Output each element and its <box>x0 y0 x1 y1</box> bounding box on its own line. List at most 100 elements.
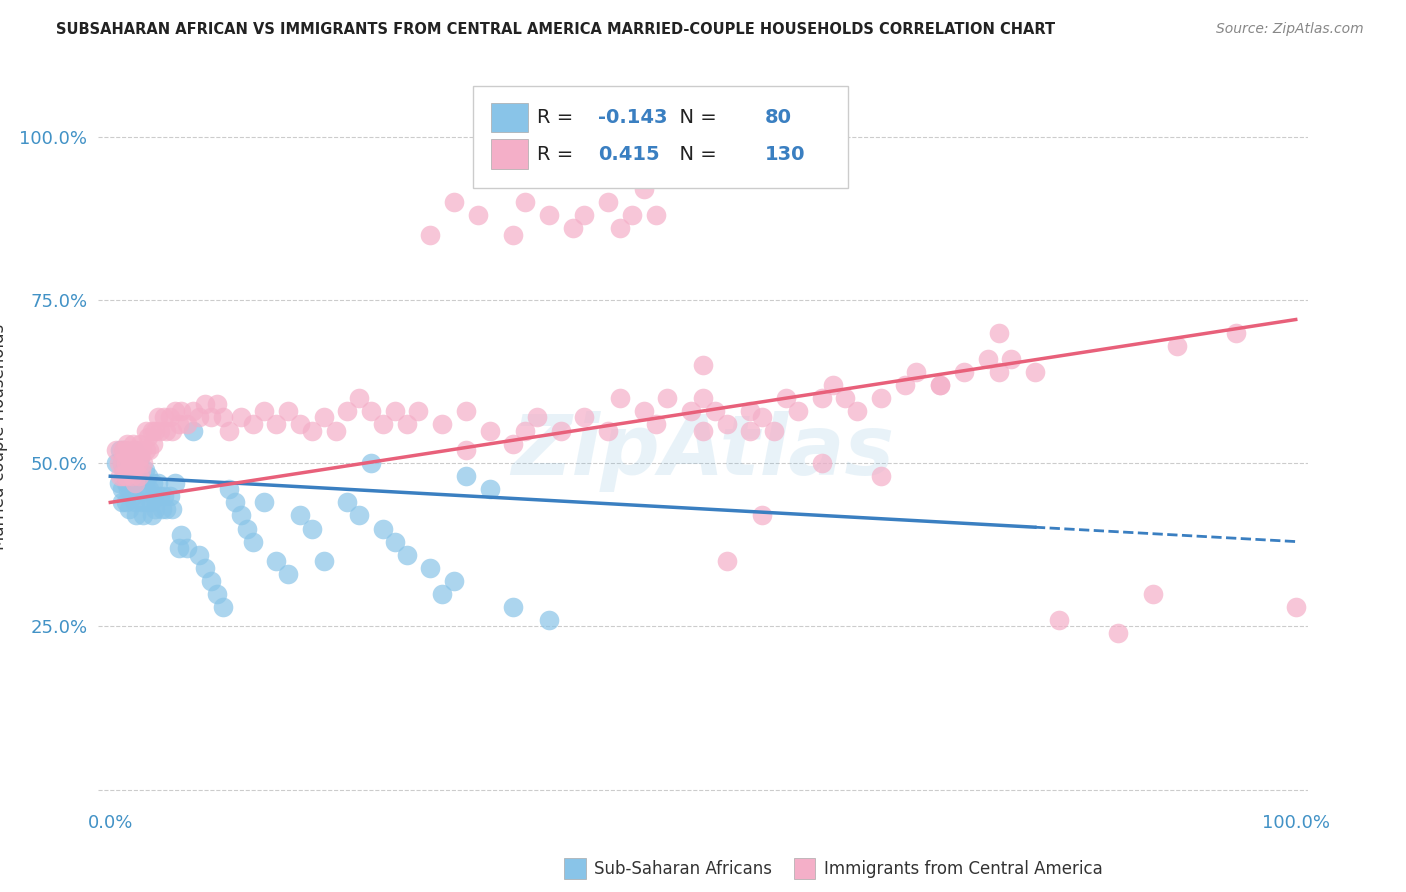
Point <box>159 410 181 425</box>
Point <box>218 424 240 438</box>
Point <box>301 521 323 535</box>
Point <box>105 443 128 458</box>
Point <box>128 469 150 483</box>
Point <box>129 450 152 464</box>
Text: N =: N = <box>666 145 723 163</box>
Point <box>384 534 406 549</box>
Text: 80: 80 <box>765 108 792 127</box>
Point <box>763 424 786 438</box>
Point <box>644 417 666 431</box>
Point <box>360 456 382 470</box>
Point <box>205 397 228 411</box>
Text: -0.143: -0.143 <box>598 108 668 127</box>
Point <box>121 469 143 483</box>
Point <box>114 463 136 477</box>
Point <box>128 469 150 483</box>
Point <box>212 599 235 614</box>
Point <box>194 560 217 574</box>
Point <box>347 508 370 523</box>
Point <box>598 424 620 438</box>
Point <box>200 410 222 425</box>
Point <box>574 410 596 425</box>
Point <box>152 410 174 425</box>
Point <box>167 541 190 555</box>
Point <box>716 417 738 431</box>
Point <box>115 450 138 464</box>
Point <box>432 417 454 431</box>
Point <box>160 502 183 516</box>
Point <box>132 456 155 470</box>
Point <box>277 567 299 582</box>
Point <box>120 456 142 470</box>
Point <box>537 613 560 627</box>
Point <box>167 417 190 431</box>
Point <box>108 469 131 483</box>
Text: R =: R = <box>537 108 579 127</box>
Point <box>129 483 152 497</box>
Point <box>454 443 477 458</box>
Point <box>740 404 762 418</box>
Point <box>242 417 264 431</box>
Point <box>633 182 655 196</box>
Point <box>325 424 347 438</box>
Point <box>112 469 135 483</box>
Point <box>176 541 198 555</box>
Point <box>141 508 163 523</box>
Point <box>143 424 166 438</box>
Point <box>609 221 631 235</box>
Text: 0.415: 0.415 <box>598 145 659 163</box>
Point <box>139 495 162 509</box>
Point <box>288 508 311 523</box>
Point <box>124 495 146 509</box>
Point <box>893 377 915 392</box>
Point <box>515 424 537 438</box>
Point <box>235 521 257 535</box>
FancyBboxPatch shape <box>793 858 815 879</box>
Y-axis label: Married-couple Households: Married-couple Households <box>0 324 8 550</box>
Point <box>312 410 335 425</box>
Point <box>218 483 240 497</box>
Point <box>644 208 666 222</box>
Point <box>120 456 142 470</box>
Point <box>129 469 152 483</box>
Point <box>129 436 152 450</box>
Point <box>135 483 157 497</box>
Point <box>443 574 465 588</box>
Point <box>114 456 136 470</box>
Point <box>371 417 394 431</box>
Point <box>1047 613 1070 627</box>
Point <box>142 475 165 490</box>
FancyBboxPatch shape <box>492 103 527 132</box>
Text: 130: 130 <box>765 145 806 163</box>
Point <box>692 391 714 405</box>
Point <box>146 475 169 490</box>
Point <box>1142 587 1164 601</box>
Point <box>111 456 134 470</box>
Point <box>384 404 406 418</box>
Point <box>515 194 537 209</box>
Point <box>419 227 441 242</box>
Point <box>136 430 159 444</box>
Point <box>692 358 714 372</box>
Text: N =: N = <box>666 108 723 127</box>
Point <box>188 410 211 425</box>
Point <box>136 469 159 483</box>
Text: Source: ZipAtlas.com: Source: ZipAtlas.com <box>1216 22 1364 37</box>
FancyBboxPatch shape <box>474 86 848 188</box>
Point <box>117 450 139 464</box>
Point <box>131 495 153 509</box>
Point <box>432 587 454 601</box>
Point <box>194 397 217 411</box>
Point <box>143 502 166 516</box>
Point <box>170 404 193 418</box>
Point <box>810 456 832 470</box>
Point <box>118 502 141 516</box>
Point <box>929 377 952 392</box>
Point <box>176 417 198 431</box>
Point <box>395 548 418 562</box>
Point <box>598 194 620 209</box>
Point <box>681 404 703 418</box>
Point <box>212 410 235 425</box>
Point <box>136 495 159 509</box>
Point <box>135 424 157 438</box>
